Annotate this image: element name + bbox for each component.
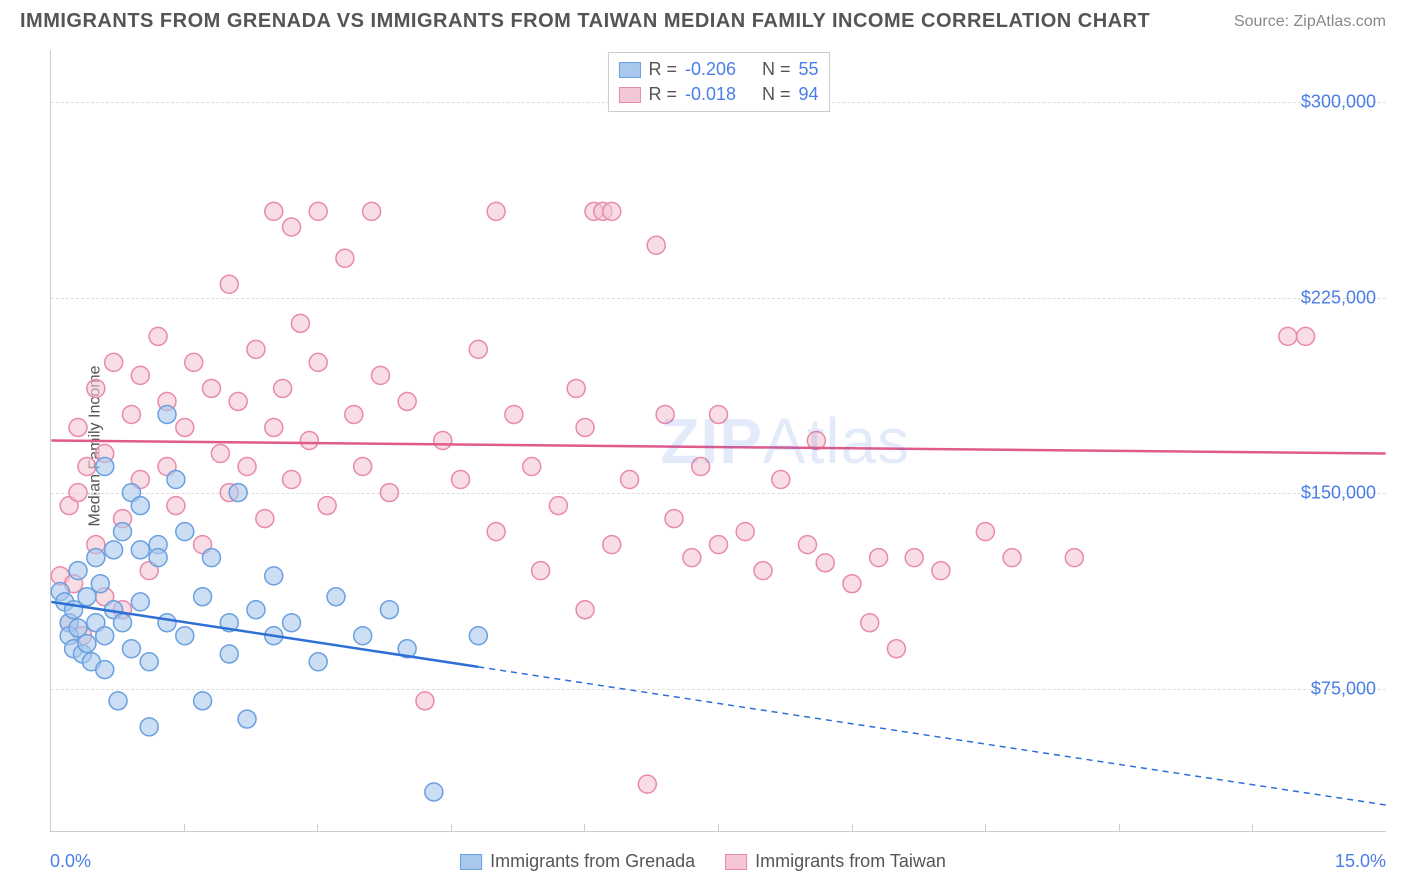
n-value-taiwan: 94 xyxy=(799,82,819,107)
n-label: N = xyxy=(762,57,791,82)
legend-label-taiwan: Immigrants from Taiwan xyxy=(755,851,946,872)
n-label: N = xyxy=(762,82,791,107)
source-label: Source: ZipAtlas.com xyxy=(1234,13,1386,31)
swatch-grenada xyxy=(618,62,640,78)
chart-title: IMMIGRANTS FROM GRENADA VS IMMIGRANTS FR… xyxy=(20,10,1150,33)
n-value-grenada: 55 xyxy=(799,57,819,82)
legend-item-taiwan: Immigrants from Taiwan xyxy=(725,851,946,872)
r-value-taiwan: -0.018 xyxy=(685,82,736,107)
legend-label-grenada: Immigrants from Grenada xyxy=(490,851,695,872)
x-axis-max: 15.0% xyxy=(1335,851,1386,872)
y-tick-label: $300,000 xyxy=(1301,92,1376,113)
swatch-taiwan xyxy=(618,87,640,103)
stats-row-taiwan: R = -0.018 N = 94 xyxy=(618,82,818,107)
r-label: R = xyxy=(648,57,677,82)
legend-item-grenada: Immigrants from Grenada xyxy=(460,851,695,872)
y-tick-label: $75,000 xyxy=(1311,678,1376,699)
y-tick-label: $225,000 xyxy=(1301,287,1376,308)
scatter-plot xyxy=(51,50,1386,831)
r-label: R = xyxy=(648,82,677,107)
series-legend: Immigrants from Grenada Immigrants from … xyxy=(460,851,946,872)
chart-plot-area: R = -0.206 N = 55 R = -0.018 N = 94 ZIPA… xyxy=(50,50,1386,832)
stats-row-grenada: R = -0.206 N = 55 xyxy=(618,57,818,82)
stats-legend: R = -0.206 N = 55 R = -0.018 N = 94 xyxy=(607,52,829,112)
r-value-grenada: -0.206 xyxy=(685,57,736,82)
x-axis-min: 0.0% xyxy=(50,851,91,872)
y-tick-label: $150,000 xyxy=(1301,483,1376,504)
swatch-taiwan xyxy=(725,854,747,870)
swatch-grenada xyxy=(460,854,482,870)
